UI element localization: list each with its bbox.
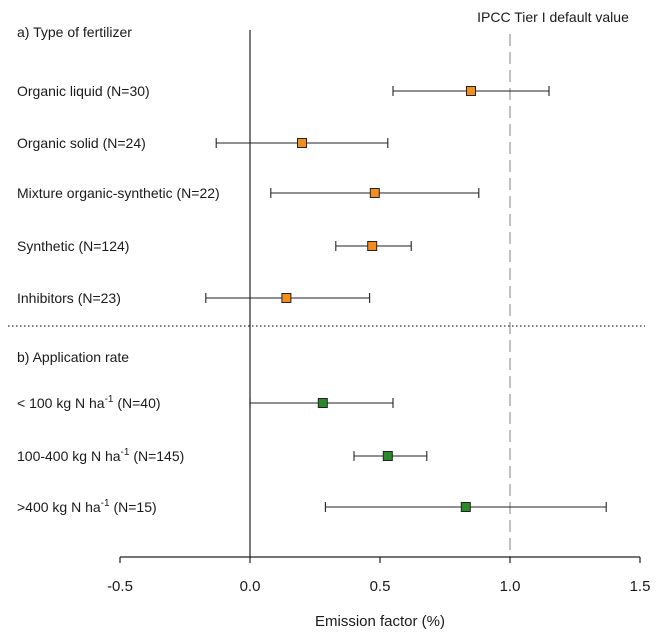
reference-layer: IPCC Tier I default value (249, 9, 629, 557)
point-marker (460, 502, 471, 512)
row-label: Inhibitors (N=23) (17, 290, 121, 306)
group-title: a) Type of fertilizer (17, 24, 132, 40)
marks-layer (205, 86, 607, 512)
point-marker (466, 86, 476, 96)
point-marker (382, 451, 393, 461)
row-label: < 100 kg N ha-1 (N=40) (17, 394, 161, 411)
x-tick-label: 1.0 (500, 578, 521, 595)
point-marker (297, 138, 307, 148)
row-label: Mixture organic-synthetic (N=22) (17, 185, 220, 201)
point-marker (369, 188, 380, 198)
group-title: b) Application rate (17, 349, 129, 365)
x-tick-label: -0.5 (107, 578, 133, 595)
row-label: Synthetic (N=124) (17, 238, 129, 254)
row-labels-layer: a) Type of fertilizer Organic liquid (N=3… (17, 24, 220, 515)
x-tick-label: 1.5 (630, 578, 651, 595)
x-tick-label: 0.5 (370, 578, 391, 595)
point-marker (317, 398, 328, 408)
row-label: Organic liquid (N=30) (17, 83, 150, 99)
x-axis-title: Emission factor (%) (315, 613, 445, 630)
point-marker (281, 293, 292, 303)
x-axis: -0.5 0.0 0.5 1.0 1.5 Emission factor (%) (107, 556, 651, 630)
row-label: >400 kg N ha-1 (N=15) (17, 498, 157, 515)
row-label: 100-400 kg N ha-1 (N=145) (17, 447, 184, 464)
x-tick-label: 0.0 (240, 578, 261, 595)
row-label: Organic solid (N=24) (17, 135, 146, 151)
point-marker (367, 241, 378, 251)
reference-line-label: IPCC Tier I default value (477, 9, 629, 25)
